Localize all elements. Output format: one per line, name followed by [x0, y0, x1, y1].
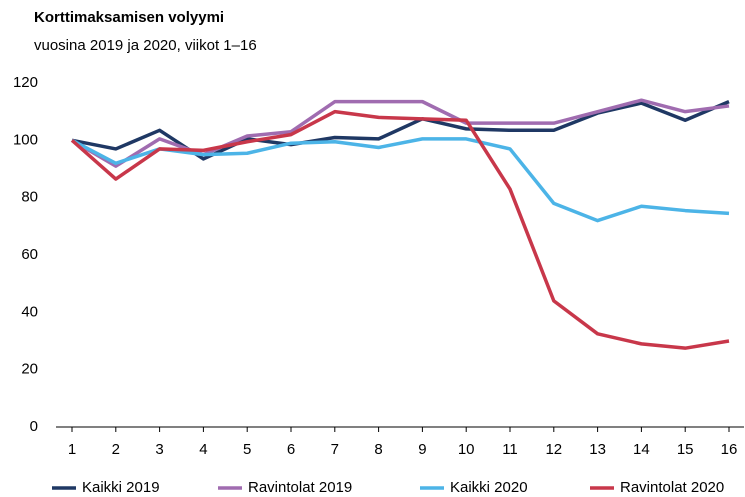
y-tick-label: 100	[13, 131, 38, 148]
x-tick-label: 4	[199, 441, 207, 458]
x-tick-label: 12	[545, 441, 562, 458]
y-tick-label: 20	[21, 361, 38, 378]
x-tick-label: 13	[589, 441, 606, 458]
x-tick-label: 11	[502, 441, 518, 458]
series-line	[70, 109, 730, 350]
chart-subtitle: vuosina 2019 ja 2020, viikot 1–16	[34, 37, 257, 54]
x-tick-label: 14	[633, 441, 650, 458]
y-tick-label: 40	[21, 303, 38, 320]
legend-label: Kaikki 2020	[450, 479, 528, 496]
x-tick-label: 8	[374, 441, 382, 458]
series-line	[71, 100, 730, 161]
legend-label: Kaikki 2019	[82, 479, 160, 496]
x-tick-label: 9	[418, 441, 426, 458]
x-tick-label: 7	[331, 441, 339, 458]
x-tick-label: 1	[68, 441, 76, 458]
x-tick-label: 6	[287, 441, 295, 458]
x-tick-label: 15	[677, 441, 694, 458]
chart-title: Korttimaksamisen volyymi	[34, 9, 224, 26]
y-tick-label: 120	[13, 74, 38, 91]
x-tick-label: 3	[155, 441, 163, 458]
x-tick-label: 10	[458, 441, 475, 458]
series-line	[71, 137, 730, 223]
series-line	[71, 98, 730, 168]
y-tick-label: 80	[21, 189, 38, 206]
y-tick-label: 60	[21, 246, 38, 263]
x-tick-label: 5	[243, 441, 251, 458]
x-tick-label: 2	[112, 441, 120, 458]
legend-label: Ravintolat 2020	[620, 479, 724, 496]
legend-label: Ravintolat 2019	[248, 479, 352, 496]
y-tick-label: 0	[30, 418, 38, 435]
x-tick-label: 16	[721, 441, 738, 458]
